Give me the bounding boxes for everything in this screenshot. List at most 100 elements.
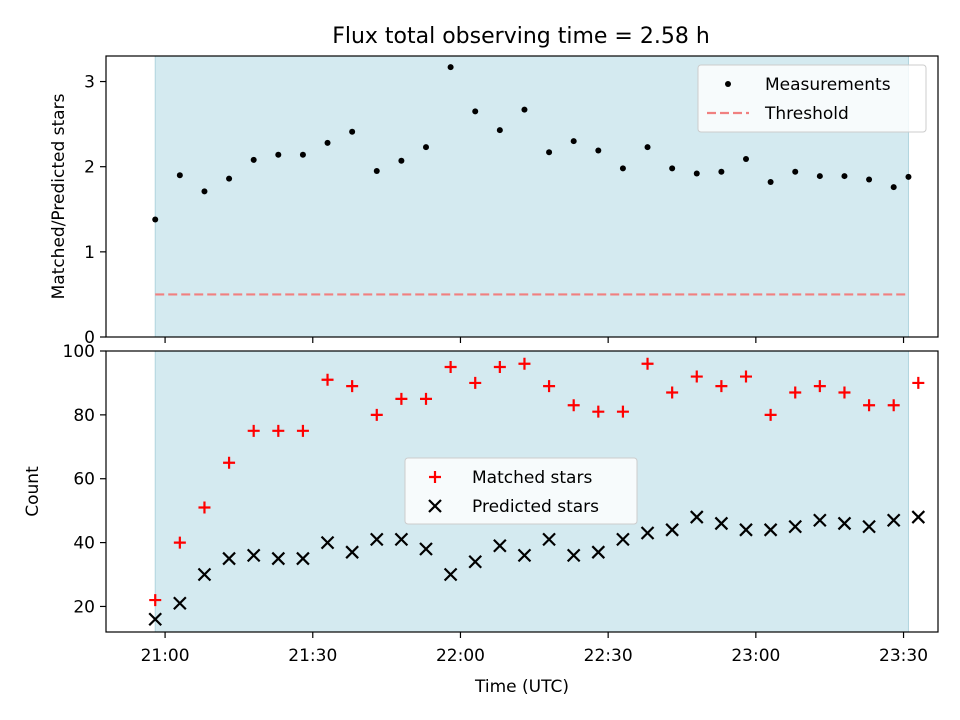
measurement-point (226, 175, 233, 182)
matched-stars-point (887, 399, 900, 412)
matched-stars-point (789, 386, 802, 399)
predicted-stars-point (320, 535, 335, 550)
matched-stars-point (444, 360, 457, 373)
measurement-point (521, 106, 528, 113)
measurement-point (890, 184, 897, 191)
measurement-point (570, 138, 577, 145)
predicted-stars-point (148, 612, 163, 627)
legend-label: Threshold (764, 104, 849, 124)
measurement-point (496, 127, 503, 134)
matched-stars-point (493, 360, 506, 373)
matched-stars-point (272, 424, 285, 437)
y-tick-label: 80 (73, 406, 95, 426)
matched-stars-point (813, 380, 826, 393)
measurement-point (152, 216, 159, 223)
y-tick-label: 0 (84, 328, 95, 348)
predicted-stars-point (616, 532, 630, 547)
legend-label: Measurements (765, 75, 891, 95)
predicted-stars-point (271, 551, 286, 566)
legend-marker-x (428, 499, 442, 513)
x-tick-label: 21:30 (288, 646, 337, 666)
matched-stars-point (764, 408, 777, 421)
x-tick-label: 23:00 (731, 646, 780, 666)
legend-label: Matched stars (472, 468, 592, 488)
predicted-stars-point (665, 523, 679, 537)
predicted-stars-point (493, 539, 507, 553)
y-tick-label: 40 (73, 534, 95, 554)
legend-box (404, 457, 638, 525)
predicted-stars-point (739, 523, 753, 537)
measurement-point (669, 165, 676, 172)
matched-stars-point (740, 370, 752, 383)
matched-stars-point (543, 380, 556, 393)
predicted-stars-point (714, 516, 729, 531)
predicted-stars-point (788, 519, 803, 534)
measurement-point (349, 128, 356, 135)
measurement-point (718, 168, 725, 175)
predicted-stars-point (813, 513, 827, 528)
predicted-stars-point (517, 548, 532, 563)
predicted-stars-point (246, 548, 261, 563)
measurement-point (398, 157, 405, 164)
matched-stars-point (420, 392, 432, 405)
x-tick-label: 23:30 (879, 646, 928, 666)
measurement-point (816, 173, 823, 180)
y-axis-label: Count (23, 466, 43, 517)
matched-stars-point (370, 408, 383, 421)
y-tick-label: 100 (63, 342, 95, 362)
matched-stars-point (469, 376, 482, 389)
predicted-stars-point (296, 551, 310, 566)
matched-stars-point (395, 392, 408, 405)
measurement-point (250, 156, 257, 163)
predicted-stars-point (345, 545, 359, 559)
predicted-stars-point (640, 526, 655, 540)
measurement-point (299, 151, 306, 158)
matched-stars-point (863, 399, 876, 412)
matched-stars-point (641, 357, 654, 370)
predicted-stars-point (369, 532, 384, 547)
matched-stars-point (223, 456, 236, 469)
predicted-stars-point (911, 510, 926, 524)
legend-box (697, 64, 927, 133)
measurement-point (743, 156, 749, 163)
x-tick-label: 22:00 (436, 646, 485, 666)
predicted-stars-point (394, 532, 409, 547)
measurement-point (275, 151, 282, 158)
y-tick-label: 20 (73, 597, 95, 617)
chart-title: Flux total observing time = 2.58 h (332, 24, 710, 49)
predicted-stars-point (689, 510, 704, 524)
x-axis-label: Time (UTC) (474, 677, 569, 697)
matched-stars-point (666, 386, 679, 399)
measurement-point (324, 139, 331, 146)
predicted-stars-point (886, 513, 901, 528)
matched-stars-point (173, 536, 186, 549)
ratio-panel: 0 1 2 3 Matched/Predicted stars Measurements T… (49, 55, 939, 348)
predicted-stars-point (443, 567, 458, 582)
matched-stars-point (616, 405, 629, 418)
plot-frame (105, 55, 939, 338)
y-tick-label: 1 (84, 243, 95, 263)
matched-stars-point (838, 386, 851, 399)
measurement-point (866, 176, 873, 183)
matched-stars-point (715, 380, 728, 393)
matched-stars-point (690, 370, 703, 383)
predicted-stars-point (197, 567, 212, 582)
predicted-stars-point (173, 596, 187, 611)
measurement-point (373, 167, 380, 174)
matched-stars-point (149, 594, 162, 607)
matched-stars-point (518, 357, 531, 370)
matched-stars-point (567, 399, 580, 412)
matched-stars-point (912, 376, 925, 389)
legend-marker-plus (429, 471, 441, 483)
legend-label: Predicted stars (472, 497, 599, 517)
predicted-stars-point (591, 545, 606, 559)
measurement-point (619, 165, 626, 172)
measurement-point (595, 147, 602, 154)
measurement-point (447, 64, 454, 71)
matched-stars-point (321, 373, 334, 386)
legend-marker-dot (725, 81, 731, 87)
matched-stars-point (346, 380, 359, 393)
predicted-stars-point (468, 554, 483, 569)
predicted-stars-point (862, 519, 876, 534)
y-tick-label: 60 (73, 470, 95, 490)
